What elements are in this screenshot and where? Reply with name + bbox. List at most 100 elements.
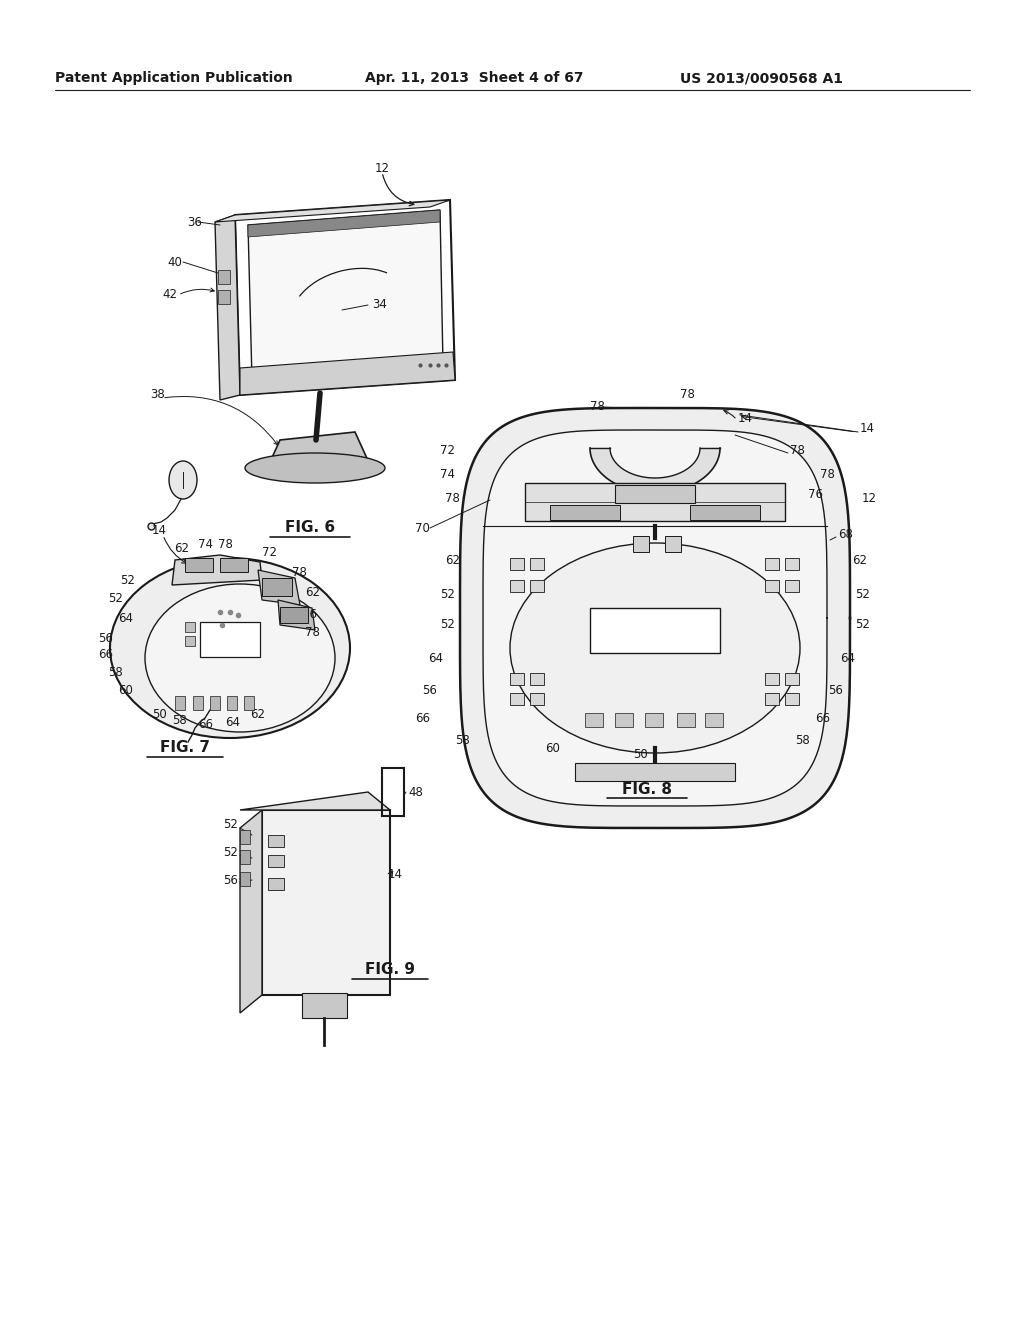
Polygon shape <box>483 430 827 807</box>
Ellipse shape <box>110 558 350 738</box>
Text: 12: 12 <box>375 161 390 174</box>
Polygon shape <box>590 447 720 492</box>
Text: 78: 78 <box>445 491 460 504</box>
Text: FIG. 7: FIG. 7 <box>160 741 210 755</box>
Bar <box>615 484 695 503</box>
Polygon shape <box>215 215 240 400</box>
Text: 58: 58 <box>455 734 470 747</box>
Text: 68: 68 <box>838 528 853 541</box>
Text: 52: 52 <box>440 619 455 631</box>
Text: 58: 58 <box>172 714 186 726</box>
Text: 52: 52 <box>855 619 869 631</box>
Bar <box>785 558 799 570</box>
Ellipse shape <box>510 543 800 752</box>
Text: 66: 66 <box>198 718 213 730</box>
Text: Apr. 11, 2013  Sheet 4 of 67: Apr. 11, 2013 Sheet 4 of 67 <box>365 71 584 84</box>
Text: 66: 66 <box>815 711 830 725</box>
Text: 78: 78 <box>790 444 805 457</box>
Polygon shape <box>258 570 300 605</box>
Text: 56: 56 <box>223 874 238 887</box>
Bar <box>262 810 390 995</box>
Text: 58: 58 <box>108 665 123 678</box>
Text: 36: 36 <box>187 215 202 228</box>
Text: 56: 56 <box>98 631 113 644</box>
Bar <box>615 713 633 727</box>
Text: 60: 60 <box>118 684 133 697</box>
Polygon shape <box>240 352 455 395</box>
Bar <box>530 558 544 570</box>
Bar <box>382 768 404 816</box>
Text: 52: 52 <box>108 591 123 605</box>
Bar <box>765 673 779 685</box>
Bar <box>705 713 723 727</box>
Bar <box>510 693 524 705</box>
Bar <box>185 636 195 645</box>
Text: 62: 62 <box>445 553 460 566</box>
Bar <box>785 673 799 685</box>
Bar <box>175 696 185 710</box>
Text: PWR OFF: PWR OFF <box>638 490 672 499</box>
Bar <box>240 830 250 843</box>
Bar <box>262 578 292 597</box>
Bar <box>510 673 524 685</box>
Text: 64: 64 <box>840 652 855 664</box>
Text: 38: 38 <box>150 388 165 401</box>
Text: 64: 64 <box>428 652 443 664</box>
Text: 14: 14 <box>388 869 403 882</box>
Bar <box>550 506 620 520</box>
Text: 14: 14 <box>152 524 167 536</box>
Text: 78: 78 <box>680 388 695 401</box>
Text: AUX: AUX <box>718 510 732 515</box>
Text: 52: 52 <box>223 818 238 832</box>
Text: 58: 58 <box>795 734 810 747</box>
Text: 66: 66 <box>415 711 430 725</box>
Text: 52: 52 <box>855 589 869 602</box>
Bar <box>575 763 735 781</box>
Text: 74: 74 <box>440 469 455 482</box>
Bar <box>268 836 284 847</box>
Text: 56: 56 <box>422 684 437 697</box>
Text: FIG. 8: FIG. 8 <box>622 783 672 797</box>
Ellipse shape <box>145 583 335 733</box>
Bar <box>645 713 663 727</box>
Text: 78: 78 <box>218 537 232 550</box>
Text: 12: 12 <box>862 491 877 504</box>
Text: 64: 64 <box>225 715 240 729</box>
Bar <box>244 696 254 710</box>
Text: 78: 78 <box>292 565 307 578</box>
Bar <box>240 850 250 865</box>
Polygon shape <box>278 601 315 630</box>
Polygon shape <box>248 210 443 380</box>
Bar <box>268 855 284 867</box>
Text: 78: 78 <box>305 626 319 639</box>
Polygon shape <box>460 408 850 828</box>
Bar <box>268 878 284 890</box>
Text: 62: 62 <box>305 586 319 599</box>
Bar <box>590 609 720 653</box>
Text: 52: 52 <box>440 589 455 602</box>
Text: 78: 78 <box>820 469 835 482</box>
Polygon shape <box>215 201 450 222</box>
Text: FIG. 9: FIG. 9 <box>365 962 415 978</box>
Text: 70: 70 <box>415 521 430 535</box>
Polygon shape <box>248 210 440 238</box>
Bar <box>585 713 603 727</box>
Bar <box>218 271 230 284</box>
Text: 74: 74 <box>198 537 213 550</box>
Bar <box>690 506 760 520</box>
Text: 64: 64 <box>118 611 133 624</box>
Text: 66: 66 <box>98 648 113 661</box>
Text: 78: 78 <box>590 400 605 413</box>
Bar <box>785 579 799 591</box>
Bar <box>220 558 248 572</box>
Bar <box>240 873 250 886</box>
Bar <box>218 290 230 304</box>
Text: 52: 52 <box>120 573 135 586</box>
Text: 34: 34 <box>372 298 387 312</box>
Bar <box>530 579 544 591</box>
Bar <box>185 558 213 572</box>
Bar <box>510 558 524 570</box>
Text: 72: 72 <box>262 545 278 558</box>
Text: 72: 72 <box>440 444 455 457</box>
Text: Patent Application Publication: Patent Application Publication <box>55 71 293 84</box>
